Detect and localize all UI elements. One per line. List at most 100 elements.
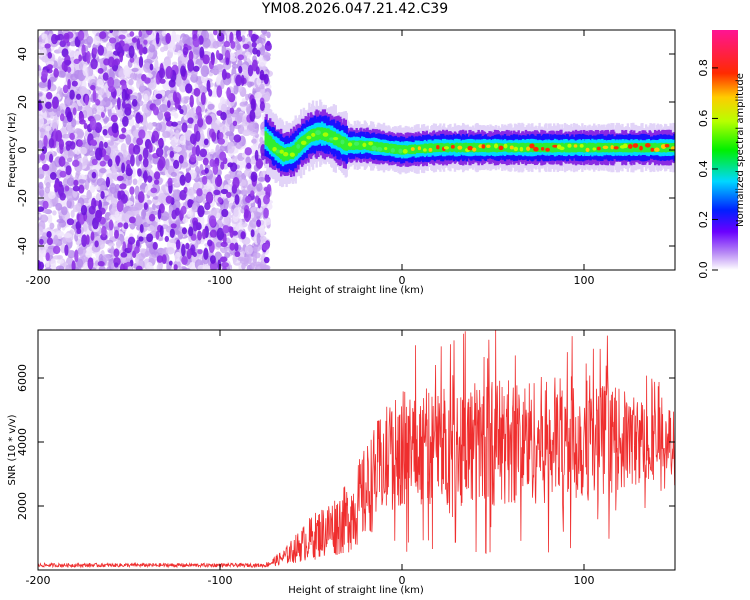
spectrogram-noise-point (207, 239, 213, 247)
spectrogram-noise-point (132, 137, 138, 144)
spectrogram-noise-point (171, 61, 178, 66)
spectrogram-noise-point (238, 65, 243, 74)
spectrogram-noise-point (170, 223, 177, 229)
spectrogram-noise-point (76, 258, 84, 268)
spectrogram-noise-point (99, 31, 107, 40)
spectrogram-noise-point (138, 56, 144, 68)
spectrogram-noise-point (46, 64, 53, 70)
spectrogram-noise-point (189, 94, 194, 108)
spectrogram-noise-point (97, 261, 105, 267)
spectrogram-noise-point (234, 251, 241, 258)
spectrogram-noise-point (170, 171, 177, 178)
spectrogram-noise-point (94, 147, 103, 161)
spectrogram-noise-point (143, 119, 149, 132)
spectrogram-noise-point (78, 54, 83, 62)
spectrogram-noise-point (129, 186, 135, 195)
spectrogram-noise-point (225, 57, 230, 65)
spectrogram-noise-point (139, 248, 147, 254)
spectrogram-noise-point (47, 214, 53, 224)
spectrogram-noise-point (252, 34, 259, 40)
spectrogram-noise-point (259, 235, 267, 241)
spectrogram-noise-point (145, 30, 153, 36)
spectrogram-noise-point (165, 195, 173, 204)
spectrogram-noise-point (255, 158, 264, 169)
spectrogram-noise-point (38, 92, 43, 97)
spectrogram-noise-point (242, 43, 250, 50)
spectrogram-noise-point (148, 44, 156, 53)
spectrogram-noise-point (52, 255, 62, 260)
spectrogram-noise-point (230, 40, 236, 49)
spectrogram-noise-point (126, 89, 133, 95)
spectrogram-noise-point (205, 115, 213, 125)
spectrogram-noise-point (157, 193, 167, 204)
spectrogram-noise-point (109, 182, 117, 194)
spectrogram-noise-point (169, 228, 175, 238)
spectrogram-noise-point (263, 207, 269, 219)
spectrogram-noise-point (41, 101, 46, 113)
spectrogram-noise-point (125, 134, 132, 145)
spectrogram-noise-point (257, 197, 262, 209)
spectrogram-noise-point (263, 218, 271, 226)
spectrogram-noise-point (247, 64, 254, 77)
spectrogram-noise-point (252, 47, 258, 55)
spectrogram-noise-point (244, 147, 252, 156)
spectrogram-noise-point (241, 35, 246, 43)
spectrogram-noise-point (187, 186, 195, 196)
spectrogram-noise-point (63, 32, 70, 40)
spectrogram-noise-point (75, 221, 82, 231)
spectrogram-noise-point (143, 202, 148, 211)
spectrogram-noise-point (38, 99, 42, 111)
spectrogram-noise-point (77, 139, 83, 147)
spectrogram-noise-point (252, 138, 257, 144)
spectrogram-noise-point (67, 148, 74, 160)
spectrogram-noise-point (229, 107, 235, 114)
spectrogram-noise-point (161, 254, 167, 265)
spectrogram-noise-point (86, 50, 91, 64)
spectrogram-noise-point (48, 137, 55, 149)
spectrogram-noise-point (96, 78, 104, 88)
spectrogram-noise-point (237, 54, 245, 61)
spectrogram-noise-point (100, 112, 105, 119)
spectrogram-noise-point (62, 150, 70, 160)
spectrogram-noise-point (179, 174, 186, 186)
spectrogram-noise-point (103, 58, 111, 66)
spectrogram-noise-point (159, 46, 166, 53)
spectrogram-noise-point (192, 220, 199, 232)
spectrogram-noise-point (82, 220, 89, 232)
spectrogram-noise-point (123, 65, 130, 77)
spectrogram-noise-point (59, 170, 67, 178)
spectrogram-noise-point (80, 147, 88, 155)
spectrogram-noise-point (98, 266, 106, 270)
spectrogram-noise-point (256, 182, 263, 192)
spectrogram-noise-point (121, 30, 128, 34)
spectrogram-noise-point (45, 91, 53, 100)
spectrogram-noise-point (176, 120, 182, 126)
spectrogram-noise-point (85, 234, 90, 245)
spectrogram-noise-point (174, 174, 181, 187)
spectrogram-noise-point (216, 85, 223, 98)
spectrogram-noise-point (149, 63, 154, 71)
spectrogram-noise-point (107, 56, 115, 68)
spectrogram-noise-point (197, 111, 202, 120)
spectrogram-noise-point (58, 138, 65, 151)
spectrogram-noise-point (264, 41, 272, 52)
spectrogram-noise-point (93, 35, 101, 46)
spectrogram-noise-point (58, 156, 66, 167)
spectrogram-noise-point (180, 205, 187, 215)
spectrogram-noise-point (118, 34, 126, 40)
spectrogram-noise-point (199, 148, 208, 158)
spectrogram-noise-point (250, 212, 255, 219)
spectrogram-noise-point (157, 110, 164, 121)
spectrogram-noise-point (157, 208, 162, 220)
spectrogram-noise-point (47, 79, 52, 90)
spectrogram-noise-point (239, 101, 248, 107)
spectrogram-noise-point (168, 79, 176, 88)
spectrogram-noise-point (95, 210, 102, 223)
spectrogram-noise-point (118, 190, 126, 201)
spectrogram-noise-point (113, 58, 121, 66)
spectrogram-noise-point (65, 140, 73, 147)
spectrogram-noise-point (255, 86, 261, 92)
spectrogram-noise-point (181, 256, 188, 265)
spectrogram-noise-point (246, 162, 252, 169)
spectrogram-noise-point (220, 161, 225, 170)
